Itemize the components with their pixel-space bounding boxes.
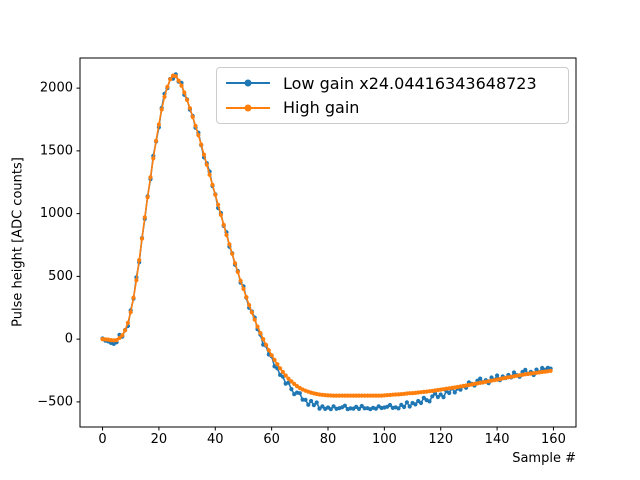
- y-tick-label: 2000: [40, 81, 73, 96]
- plot-border: [79, 57, 577, 428]
- y-tick-label: 1000: [40, 206, 73, 221]
- marker-dot-icon: [244, 104, 252, 112]
- legend-item-low-gain: Low gain x24.04416343648723: [226, 71, 559, 95]
- x-axis-label: Sample #: [512, 451, 576, 466]
- x-tick-label: 100: [372, 432, 397, 447]
- y-axis: −500 0 500 1000 1500 2000: [37, 81, 80, 409]
- series-line-low-gain: [102, 73, 551, 411]
- series-high-gain: [100, 73, 553, 398]
- x-tick-label: 80: [320, 432, 337, 447]
- x-tick-label: 60: [263, 432, 280, 447]
- x-axis: 0 20 40 60 80 100 120 140 160: [98, 427, 566, 447]
- x-tick-label: 0: [98, 432, 106, 447]
- y-axis-label: Pulse height [ADC counts]: [10, 157, 26, 327]
- legend-key-high-gain: [226, 103, 270, 113]
- legend-key-low-gain: [226, 78, 270, 88]
- y-tick-label: 1500: [40, 143, 73, 158]
- y-tick-label: 500: [48, 269, 73, 284]
- y-tick-label: −500: [37, 394, 73, 409]
- legend-label-high-gain: High gain: [283, 98, 360, 118]
- y-tick-label: 0: [65, 332, 73, 347]
- legend-item-high-gain: High gain: [226, 96, 559, 120]
- x-tick-label: 40: [207, 432, 224, 447]
- x-tick-label: 160: [541, 432, 566, 447]
- x-tick-label: 20: [151, 432, 168, 447]
- legend-label-low-gain: Low gain x24.04416343648723: [283, 73, 537, 93]
- series-markers-high-gain: [100, 73, 553, 398]
- x-tick-label: 120: [428, 432, 453, 447]
- legend: Low gain x24.04416343648723 High gain: [216, 67, 569, 124]
- x-tick-label: 140: [485, 432, 510, 447]
- marker-dot-icon: [244, 79, 252, 87]
